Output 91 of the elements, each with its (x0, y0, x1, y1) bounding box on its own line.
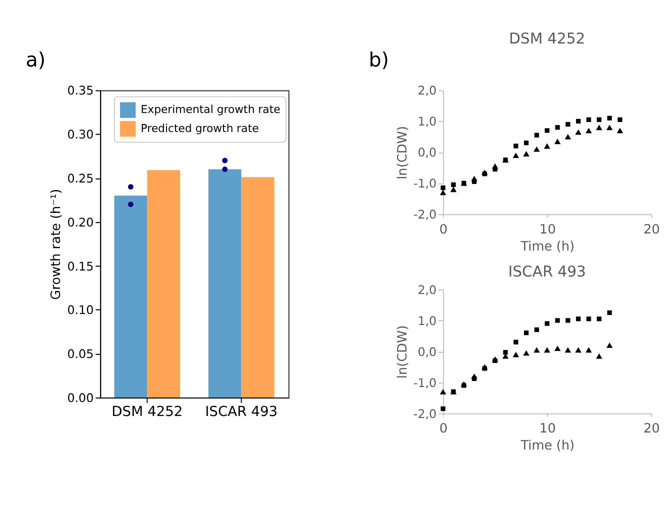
legend-label: Experimental growth rate (140, 103, 281, 116)
point (586, 347, 592, 353)
point (503, 350, 508, 355)
point (554, 138, 561, 144)
point (554, 346, 561, 352)
chart-title: DSM 4252 (508, 30, 586, 48)
point (586, 316, 592, 322)
point (544, 321, 550, 326)
bar (241, 177, 274, 398)
y-tick-label: 0,0 (418, 146, 437, 160)
point (534, 347, 540, 353)
x-axis-title: Time (h) (520, 239, 574, 254)
chart-title: ISCAR 493 (508, 262, 586, 281)
x-tick-label: 20 (643, 222, 660, 238)
point (586, 128, 592, 134)
legend-label: Predicted growth rate (140, 122, 260, 135)
y-tick-label: -2,0 (413, 208, 437, 222)
point (606, 124, 613, 130)
x-tick-label: 0 (439, 222, 448, 238)
point (523, 151, 530, 156)
point (544, 128, 550, 133)
point (576, 316, 581, 322)
point (524, 140, 529, 146)
point (618, 117, 622, 122)
point (492, 166, 498, 172)
point (596, 316, 602, 322)
point (440, 406, 446, 412)
y-tick-label: -2,0 (413, 406, 437, 421)
point (616, 128, 624, 134)
point (586, 117, 592, 122)
y-axis-title: Growth rate (h⁻¹) (49, 188, 64, 300)
y-tick-label: 2,0 (418, 84, 437, 98)
point (606, 342, 613, 348)
x-tick-label: 0 (439, 422, 448, 437)
point (566, 122, 570, 127)
y-tick-label: 0.25 (67, 171, 94, 186)
point (596, 353, 602, 359)
point (576, 118, 581, 124)
point (566, 318, 570, 323)
bar (114, 196, 148, 398)
point (440, 185, 446, 190)
point (534, 327, 540, 332)
bar (208, 169, 242, 398)
y-tick-label: 0.30 (67, 128, 94, 142)
point (514, 144, 518, 148)
point (524, 330, 529, 336)
point (440, 388, 446, 394)
y-tick-label: 0.20 (67, 215, 94, 230)
point (514, 340, 518, 344)
y-tick-label: 0.35 (67, 84, 94, 98)
point (534, 132, 540, 138)
point (512, 152, 520, 158)
y-axis-title: ln(CDW) (395, 126, 410, 180)
bar (147, 170, 180, 398)
point (472, 376, 477, 381)
point (544, 143, 550, 149)
y-tick-label: 0.10 (67, 303, 94, 318)
y-tick-label: 1,0 (418, 314, 437, 328)
point (575, 129, 582, 135)
point (555, 125, 560, 130)
x-axis-title: Time (h) (520, 438, 574, 454)
y-tick-label: 0.15 (67, 259, 94, 274)
point (596, 117, 602, 122)
point (523, 350, 530, 356)
y-tick-label: -1,0 (413, 376, 437, 390)
y-axis-title: ln(CDW) (395, 325, 410, 379)
point (607, 310, 612, 316)
point (512, 352, 520, 358)
y-tick-label: 1,0 (418, 114, 437, 129)
point (564, 347, 572, 353)
point (450, 186, 457, 192)
text: b) (368, 48, 390, 72)
point (544, 347, 550, 353)
y-tick-label: 0,0 (418, 344, 437, 359)
point (534, 146, 540, 152)
point (575, 347, 582, 353)
point (440, 190, 446, 196)
point (451, 182, 456, 188)
text: a) (26, 48, 46, 72)
x-tick-label: 20 (643, 422, 660, 437)
y-tick-label: 0.00 (67, 390, 94, 405)
y-tick-label: 2,0 (418, 282, 437, 297)
x-tick-label: 10 (539, 222, 556, 238)
point (596, 124, 602, 130)
point (607, 116, 612, 120)
y-tick-label: 0.05 (67, 347, 94, 362)
point (555, 318, 560, 323)
point (564, 134, 572, 140)
point (472, 179, 477, 184)
y-tick-label: -1,0 (413, 176, 437, 191)
x-tick-label: 10 (539, 422, 556, 437)
